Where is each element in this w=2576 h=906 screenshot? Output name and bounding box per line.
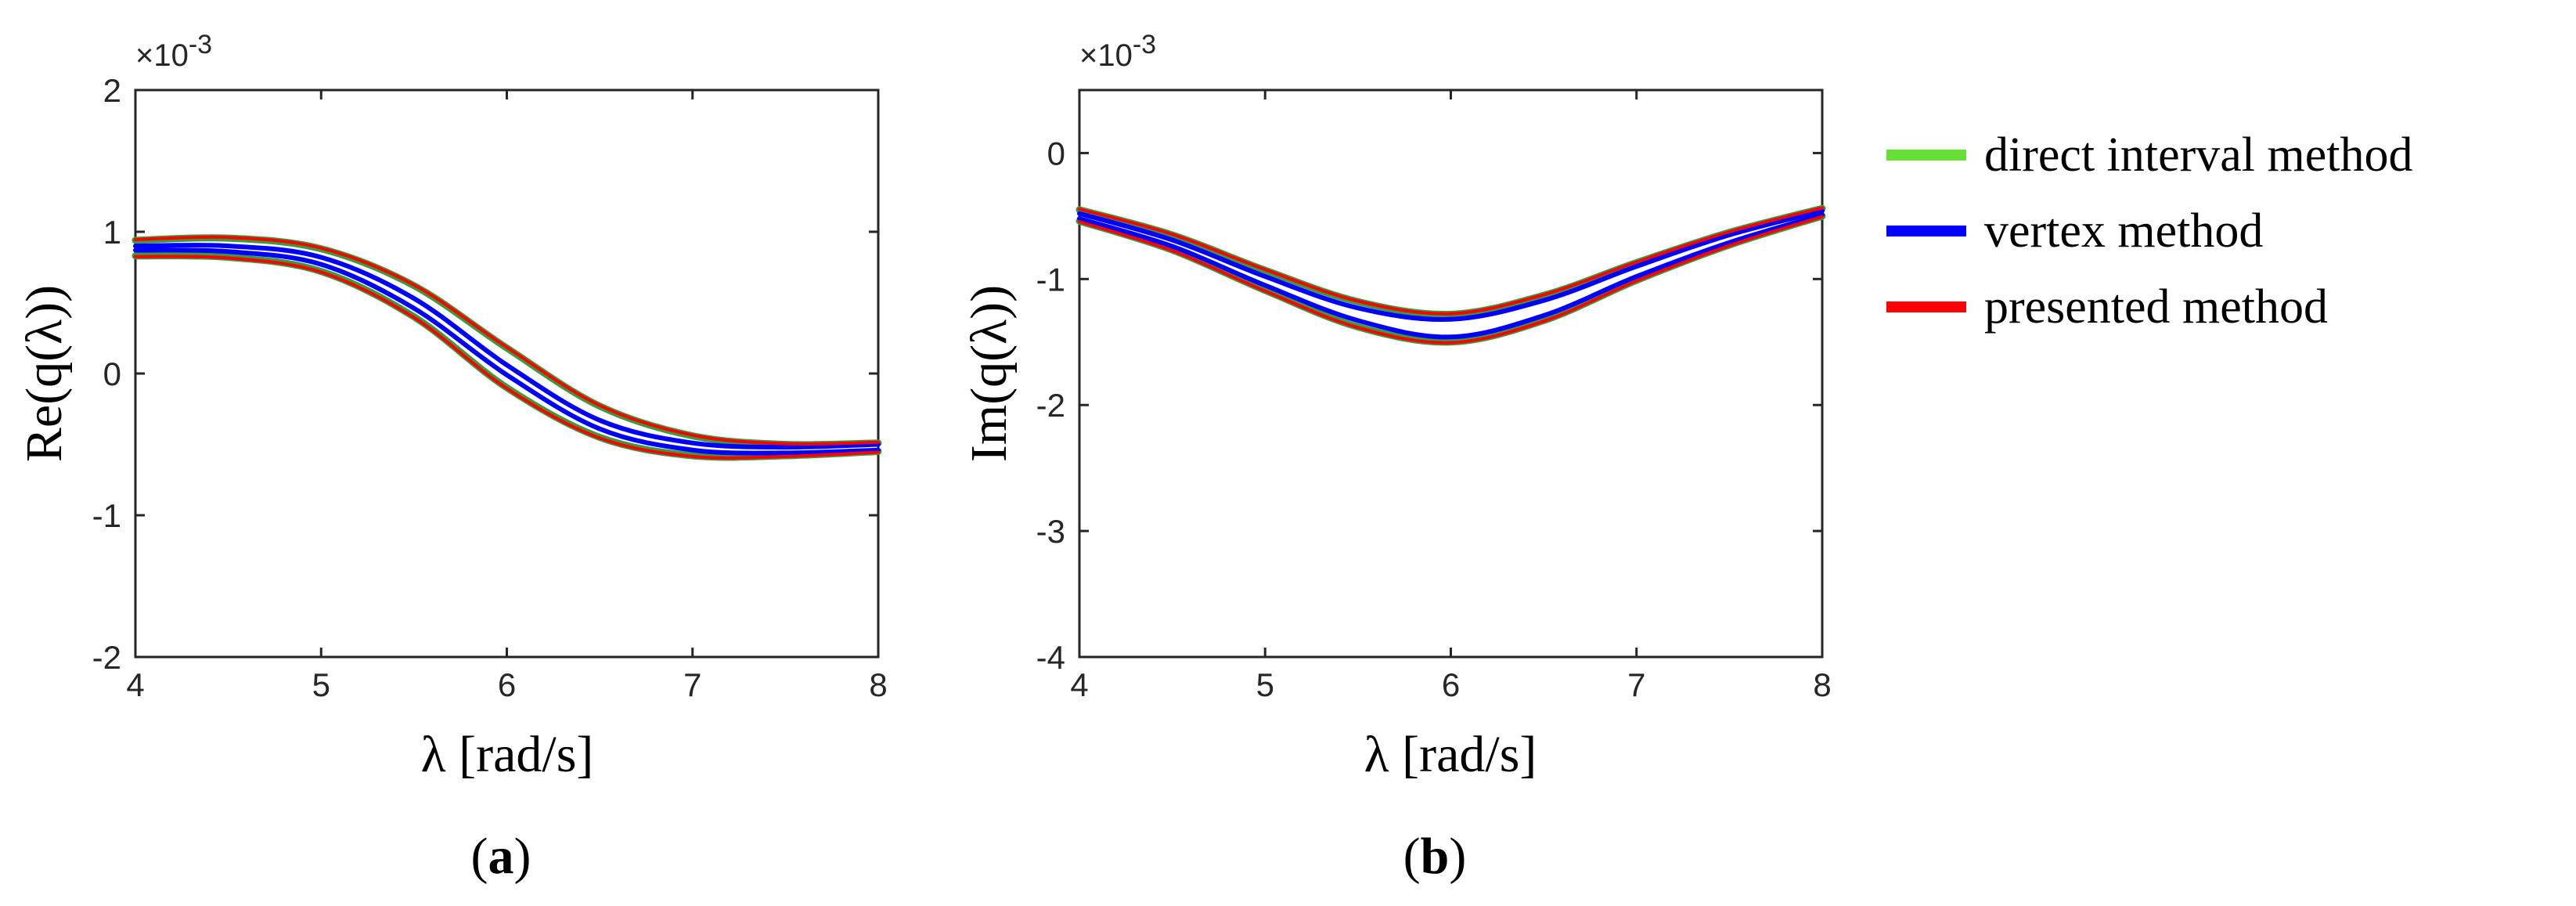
legend-label-presented: presented method: [1984, 280, 2328, 334]
x-tick-label-b-1: 5: [1256, 666, 1274, 703]
series-line-presented-method-upper-a: [134, 235, 880, 446]
y-tick-label-b-0: -4: [1036, 639, 1065, 676]
y-tick-label-a-0: -2: [92, 639, 121, 676]
y-tick-label-a-1: -1: [92, 497, 121, 534]
multiplier-a: ×10-3: [135, 30, 212, 73]
legend-label-vertex: vertex method: [1984, 204, 2263, 258]
multiplier-b: ×10-3: [1079, 30, 1156, 73]
y-axis-ticks-b: -4 -3 -2 -1 0: [1036, 135, 1822, 676]
caption-a: (a): [471, 828, 531, 885]
y-tick-label-a-3: 1: [103, 214, 121, 251]
series-line-presented-method-lower-a: [134, 254, 880, 460]
series-line-vertex-method-upper-b: [1077, 208, 1825, 323]
y-axis-label-b: Im(q(λ)): [960, 285, 1018, 462]
series-line-vertex-method-lower-a: [133, 247, 881, 456]
series-line-vertex-method-lower-b: [1077, 212, 1825, 340]
y-tick-label-b-1: -3: [1036, 513, 1065, 550]
x-tick-label-a-1: 5: [312, 666, 330, 703]
y-tick-label-a-4: 2: [103, 72, 121, 109]
x-tick-label-a-3: 7: [683, 666, 701, 703]
x-tick-label-a-0: 4: [126, 666, 144, 703]
legend: direct interval method vertex method pre…: [1886, 128, 2412, 334]
y-tick-label-b-4: 0: [1047, 135, 1065, 171]
x-tick-label-a-4: 8: [869, 666, 887, 703]
series-group-a: [132, 234, 882, 461]
y-tick-label-b-2: -2: [1036, 387, 1065, 424]
y-tick-label-b-3: -1: [1036, 261, 1065, 298]
y-axis-ticks-a: -2 -1 0 1 2: [92, 72, 878, 676]
x-axis-label-a: λ [rad/s]: [421, 726, 594, 783]
x-tick-label-b-3: 7: [1627, 666, 1645, 703]
x-axis-label-b: λ [rad/s]: [1364, 726, 1537, 783]
x-tick-label-b-2: 6: [1442, 666, 1460, 703]
x-axis-ticks-b: 4 5 6 7 8: [1070, 90, 1832, 703]
caption-b: (b): [1403, 828, 1467, 885]
x-tick-label-b-0: 4: [1070, 666, 1088, 703]
plot-area-b: [1078, 88, 1824, 659]
series-line-presented-method-upper-b: [1078, 206, 1824, 316]
series-group-b: [1075, 204, 1826, 346]
x-tick-label-a-2: 6: [498, 666, 516, 703]
y-tick-label-a-2: 0: [103, 356, 121, 392]
series-line-vertex-method-upper-a: [133, 243, 881, 450]
series-line-presented-method-lower-b: [1078, 215, 1824, 345]
x-axis-ticks-a: 4 5 6 7 8: [126, 90, 888, 703]
y-axis-label-a: Re(q(λ)): [16, 285, 73, 462]
legend-label-direct-interval: direct interval method: [1984, 128, 2412, 182]
panel-b: 4 5 6 7 8 -4 -3 -2 -1 0 ×10-3 Im(q(λ)) λ [rad/s]…: [960, 30, 1832, 885]
x-tick-label-b-4: 8: [1813, 666, 1831, 703]
panel-a: 4 5 6 7 8 -2 -1 0 1 2 ×10-3 Re(q(λ)) λ [rad/s] (…: [16, 30, 888, 885]
